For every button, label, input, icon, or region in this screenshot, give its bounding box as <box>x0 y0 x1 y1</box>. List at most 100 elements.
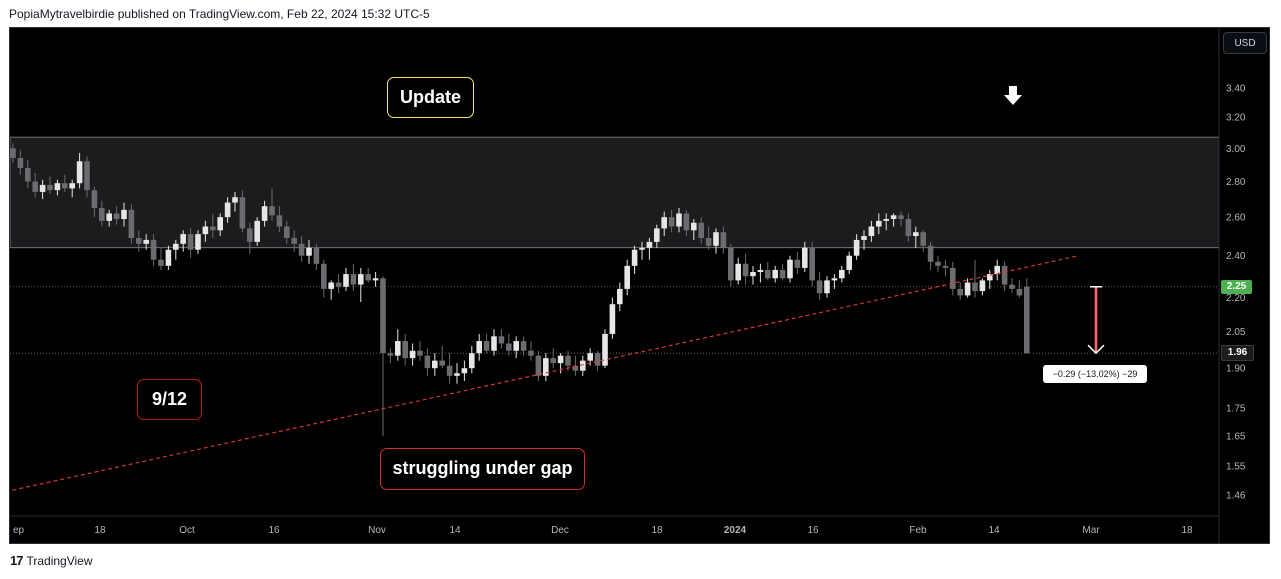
candle-body <box>631 249 638 266</box>
price-tick-label: 1.65 <box>1226 432 1246 443</box>
candle-body <box>62 183 68 189</box>
candle-body <box>1009 284 1015 289</box>
candle-body <box>572 365 579 371</box>
price-tick-label: 2.80 <box>1226 177 1246 188</box>
candle-body <box>809 247 815 281</box>
last-price-tag: 2.25 <box>1221 280 1252 294</box>
candle-body <box>1016 288 1023 296</box>
footer-brand[interactable]: 17 TradingView <box>10 553 93 568</box>
candle-body <box>195 234 201 250</box>
price-tick-label: 2.20 <box>1226 293 1246 304</box>
candle-body <box>587 353 593 361</box>
chart-frame[interactable] <box>9 27 1270 544</box>
candle-body <box>136 237 142 244</box>
candle-body <box>683 213 690 231</box>
candle-body <box>284 226 290 238</box>
candle-body <box>890 215 897 220</box>
candle-body <box>624 265 630 289</box>
measure-arrow <box>1087 286 1105 355</box>
candle-body <box>602 333 608 366</box>
candle-body <box>913 232 919 237</box>
candle-body <box>520 341 527 351</box>
candle-body <box>454 373 460 376</box>
candle-body <box>350 274 357 285</box>
candle-body <box>387 353 394 356</box>
candle-body <box>10 148 16 158</box>
candle-body <box>84 161 90 191</box>
candlestick-chart[interactable]: 3.40 3.20 3.00 2.80 2.60 2.40 2.20 2.05 1.90 1.75… <box>10 28 1269 543</box>
time-tick-label: Oct <box>179 525 195 536</box>
candle-body <box>950 267 956 289</box>
date-label[interactable]: 9/12 <box>137 379 202 420</box>
candle-body <box>113 213 120 220</box>
candle-body <box>32 181 38 192</box>
candle-body <box>358 274 364 285</box>
currency-button[interactable]: USD <box>1223 32 1267 54</box>
candle-body <box>446 365 453 376</box>
candle-body <box>868 226 875 237</box>
candle-body <box>654 228 660 242</box>
gap-label[interactable]: struggling under gap <box>380 448 585 490</box>
candle-body <box>824 280 830 294</box>
time-tick-label: 14 <box>988 525 1000 536</box>
price-tick-label: 3.40 <box>1226 84 1246 95</box>
candle-body <box>787 259 793 279</box>
time-axis: ep 18 Oct 16 Nov 14 Dec 18 2024 16 Feb 14 Mar 18 <box>13 525 1193 536</box>
candle-body <box>794 259 801 268</box>
candle-body <box>757 269 764 273</box>
candle-body <box>964 282 971 296</box>
price-tick-label: 1.75 <box>1226 403 1246 414</box>
candle-body <box>202 226 209 235</box>
candle-body <box>313 247 320 264</box>
candle-body <box>802 247 808 268</box>
candle-body <box>535 355 542 376</box>
candle-body <box>676 213 682 227</box>
time-tick-label: 16 <box>807 525 819 536</box>
candle-body <box>210 226 216 231</box>
update-label[interactable]: Update <box>387 77 474 118</box>
candle-body <box>150 239 157 260</box>
candle-body <box>224 202 231 218</box>
candle-body <box>76 161 83 184</box>
candle-body <box>779 269 786 279</box>
candle-body <box>639 247 645 250</box>
candle-body <box>306 247 312 256</box>
candle-body <box>668 217 675 227</box>
candle-body <box>839 269 845 279</box>
candle-body <box>742 263 749 277</box>
price-tick-label: 2.60 <box>1226 213 1246 224</box>
candle-body <box>232 197 238 203</box>
candle-body <box>239 197 246 229</box>
candle-body <box>365 274 371 281</box>
time-tick-label: Dec <box>551 525 569 536</box>
candle-body <box>728 247 734 281</box>
candle-body <box>935 261 941 266</box>
candle-body <box>920 232 926 246</box>
candle-body <box>99 207 105 221</box>
candle-body <box>424 355 431 369</box>
candle-body <box>343 274 349 287</box>
candle-body <box>335 282 342 287</box>
candle-body <box>372 278 379 281</box>
price-tick-label: 1.90 <box>1226 364 1246 375</box>
candle-body <box>498 336 505 344</box>
candle-body <box>698 222 704 238</box>
candle-body <box>691 222 697 231</box>
candle-body <box>942 265 949 268</box>
time-tick-label: 18 <box>1181 525 1193 536</box>
candle-body <box>506 343 512 351</box>
candle-body <box>328 282 334 289</box>
candle-body <box>298 243 305 256</box>
candle-body <box>957 288 963 296</box>
candle-body <box>187 234 194 250</box>
candle-body <box>772 269 778 279</box>
candle-body <box>476 341 482 354</box>
candle-body <box>217 217 223 231</box>
candle-body <box>972 282 978 292</box>
candle-body <box>617 288 623 305</box>
time-tick-label: 18 <box>651 525 663 536</box>
candle-body <box>513 341 519 351</box>
price-axis: 3.40 3.20 3.00 2.80 2.60 2.40 2.20 2.05 1.90 1.75… <box>1226 84 1246 502</box>
candle-body <box>816 280 823 294</box>
candle-body <box>594 353 601 366</box>
